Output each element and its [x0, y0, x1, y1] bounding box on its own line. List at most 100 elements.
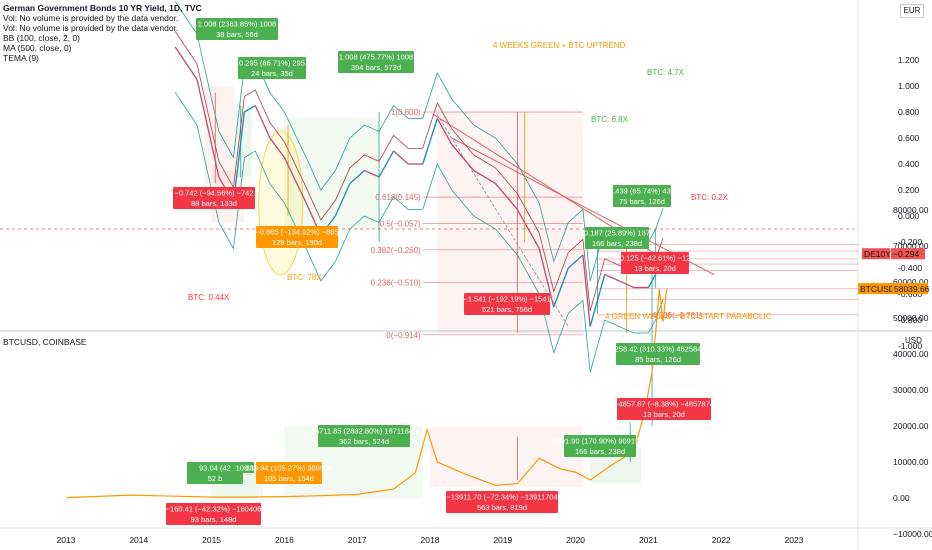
fib-label-extension: 4.236(−0.761) — [652, 311, 702, 320]
bottom-y-tick-label: 20000.00 — [893, 421, 929, 431]
top-measure-sublabel: 166 bars, 238d — [592, 239, 642, 248]
btc-measure-label: 389.94 (105.27%) 389938 — [246, 464, 333, 473]
btc-measure-sublabel: 93 bars, 148d — [191, 515, 237, 524]
top-measure-box — [196, 18, 278, 40]
top-measure-sublabel: 24 bars, 35d — [251, 69, 293, 78]
trendline-dashed — [436, 114, 569, 327]
top-y-tick-label: 0.600 — [898, 133, 920, 143]
btc-measure-sublabel: 166 bars, 238d — [575, 447, 625, 456]
fib-label: 0(−0.914) — [386, 331, 421, 340]
top-measure-label: 0.187 (25.89%) 187 — [584, 229, 650, 238]
legend-volume-2: Vol: No volume is provided by the data v… — [3, 23, 179, 33]
legend-ma[interactable]: MA (500, close, 0) — [3, 43, 72, 53]
btc-last-value-tag: 58039.66 — [894, 284, 930, 294]
legend-volume-1: Vol: No volume is provided by the data v… — [3, 13, 179, 23]
top-measure-sublabel: 521 bars, 756d — [482, 305, 532, 314]
chart-annotation: BTC: 4.7X — [647, 68, 685, 77]
bottom-y-tick-label: 50000.00 — [893, 313, 929, 323]
bottom-y-tick-label: 10000.00 — [893, 457, 929, 467]
top-measure-box — [464, 293, 550, 315]
bottom-y-tick-label: 30000.00 — [893, 385, 929, 395]
chart-annotation: BTC: 0.44X — [188, 293, 230, 302]
top-measure-sublabel: 129 bars, 190d — [272, 238, 322, 247]
top-measure-label: 0.295 (66.71%) 295 — [239, 59, 305, 68]
top-measure-box — [613, 185, 671, 207]
top-measure-label: −0.125 (−42.61%) −125 — [615, 254, 694, 263]
bb-lower-band — [174, 92, 664, 373]
btc-measure-label: 93.04 (42 — [199, 464, 231, 473]
chart-annotation: 4 WEEKS GREEN + BTC UPTREND — [493, 41, 625, 50]
bottom-y-tick-label: −10000.00 — [893, 529, 932, 539]
top-measure-label: 1.008 (475.77%) 1008 — [339, 53, 413, 62]
btc-measure-sublabel: 85 bars, 126d — [635, 355, 681, 364]
fib-label: 0.236(−0.510) — [371, 278, 421, 287]
btc-measure-box — [616, 343, 700, 365]
btc-legend-title[interactable]: BTCUSD, COINBASE — [3, 337, 87, 347]
symbol-tag: DE10Y — [864, 249, 891, 259]
top-measure-sublabel: 75 bars, 126d — [619, 197, 665, 206]
btc-measure-label: −4857.87 (−8.38%) −4857874 — [614, 400, 714, 409]
legend-title[interactable]: German Government Bonds 10 YR Yield, 1D,… — [3, 3, 202, 13]
x-tick-label: 2021 — [639, 535, 658, 545]
top-y-tick-label: -0.400 — [898, 263, 922, 273]
btc-measure-label: 46258.42 (310.33%) 46258421 — [606, 345, 709, 354]
fib-label: 0.618(0.145) — [375, 193, 421, 202]
currency-button[interactable]: EUR — [900, 4, 924, 18]
btc-measure-sublabel: 52 b — [208, 474, 223, 483]
btc-symbol-tag-bg — [858, 283, 892, 295]
btc-measure-box — [187, 462, 243, 484]
top-measure-sublabel: 13 bars, 20d — [634, 264, 676, 273]
btc-measure-label: −160.41 (−42.32%) −160406 — [166, 505, 262, 514]
top-measure-label: −0.742 (−94.56%) −742 — [174, 189, 253, 198]
x-tick-label: 2016 — [275, 535, 294, 545]
x-tick-label: 2015 — [202, 535, 221, 545]
top-shade-green-1 — [233, 105, 252, 177]
top-measure-sublabel: 38 bars, 56d — [216, 30, 258, 39]
fib-label: 0.5(−0.057) — [380, 219, 421, 228]
top-shade-red-1 — [204, 86, 234, 184]
last-value-tag: −0.294 — [893, 249, 920, 259]
top-measure-box — [621, 252, 689, 274]
last-value-tag-bg — [891, 248, 925, 260]
legend-bb[interactable]: BB (100, close, 2, 0) — [3, 33, 81, 43]
x-tick-label: 2019 — [493, 535, 512, 545]
legend-tema[interactable]: TEMA (9) — [3, 53, 39, 63]
btc-measure-box — [236, 462, 254, 473]
btc-last-value-tag-bg — [892, 283, 928, 295]
x-tick-label: 2023 — [785, 535, 804, 545]
ma-500-line — [174, 31, 664, 312]
top-pane-legend: German Government Bonds 10 YR Yield, 1D,… — [3, 3, 202, 63]
btc-measure-box — [256, 462, 322, 484]
bottom-currency-label[interactable]: USD — [905, 336, 922, 345]
tema-line — [174, 46, 664, 327]
top-measure-box — [338, 51, 414, 73]
btc-measure-label: 108.1 — [236, 464, 255, 473]
chart-annotation: BTC: 0.2X — [691, 193, 729, 202]
btc-symbol-tag: BTCUSD — [860, 284, 895, 294]
top-measure-box — [256, 226, 338, 248]
top-measure-box — [173, 187, 255, 209]
top-measure-sublabel: 88 bars, 133d — [191, 199, 237, 208]
btc-measure-label: 18711.85 (2882.80%) 18711846 — [311, 427, 417, 436]
top-shade-green-2 — [284, 118, 380, 229]
top-y-tick-label: -0.800 — [898, 315, 922, 325]
chart-annotation: BTC: 6.8X — [591, 115, 629, 124]
x-tick-label: 2014 — [129, 535, 148, 545]
btc-price-line — [65, 289, 668, 499]
top-y-tick-label: -1.000 — [898, 341, 922, 351]
btc-measure-sublabel: 563 bars, 819d — [477, 503, 527, 512]
btc-measure-sublabel: 362 bars, 524d — [339, 437, 389, 446]
bottom-y-tick-label: 60000.00 — [893, 277, 929, 287]
top-y-tick-label: 0.200 — [898, 185, 920, 195]
top-y-tick-label: 0.800 — [898, 107, 920, 117]
top-measure-label: 0.439 (65.74%) 439 — [609, 187, 675, 196]
bottom-y-tick-label: 80000.00 — [893, 205, 929, 215]
chart-annotation: 4 GREEN WEEKS = BTC START PARABOLIC — [605, 312, 772, 321]
top-measure-box — [585, 227, 649, 249]
btc-measure-label: −13911.70 (−72.34%) −13911704 — [446, 493, 557, 502]
btc-measure-box — [318, 425, 410, 447]
top-y-tick-label: 0.000 — [898, 211, 920, 221]
x-tick-label: 2017 — [348, 535, 367, 545]
btc-measure-box — [564, 435, 636, 457]
